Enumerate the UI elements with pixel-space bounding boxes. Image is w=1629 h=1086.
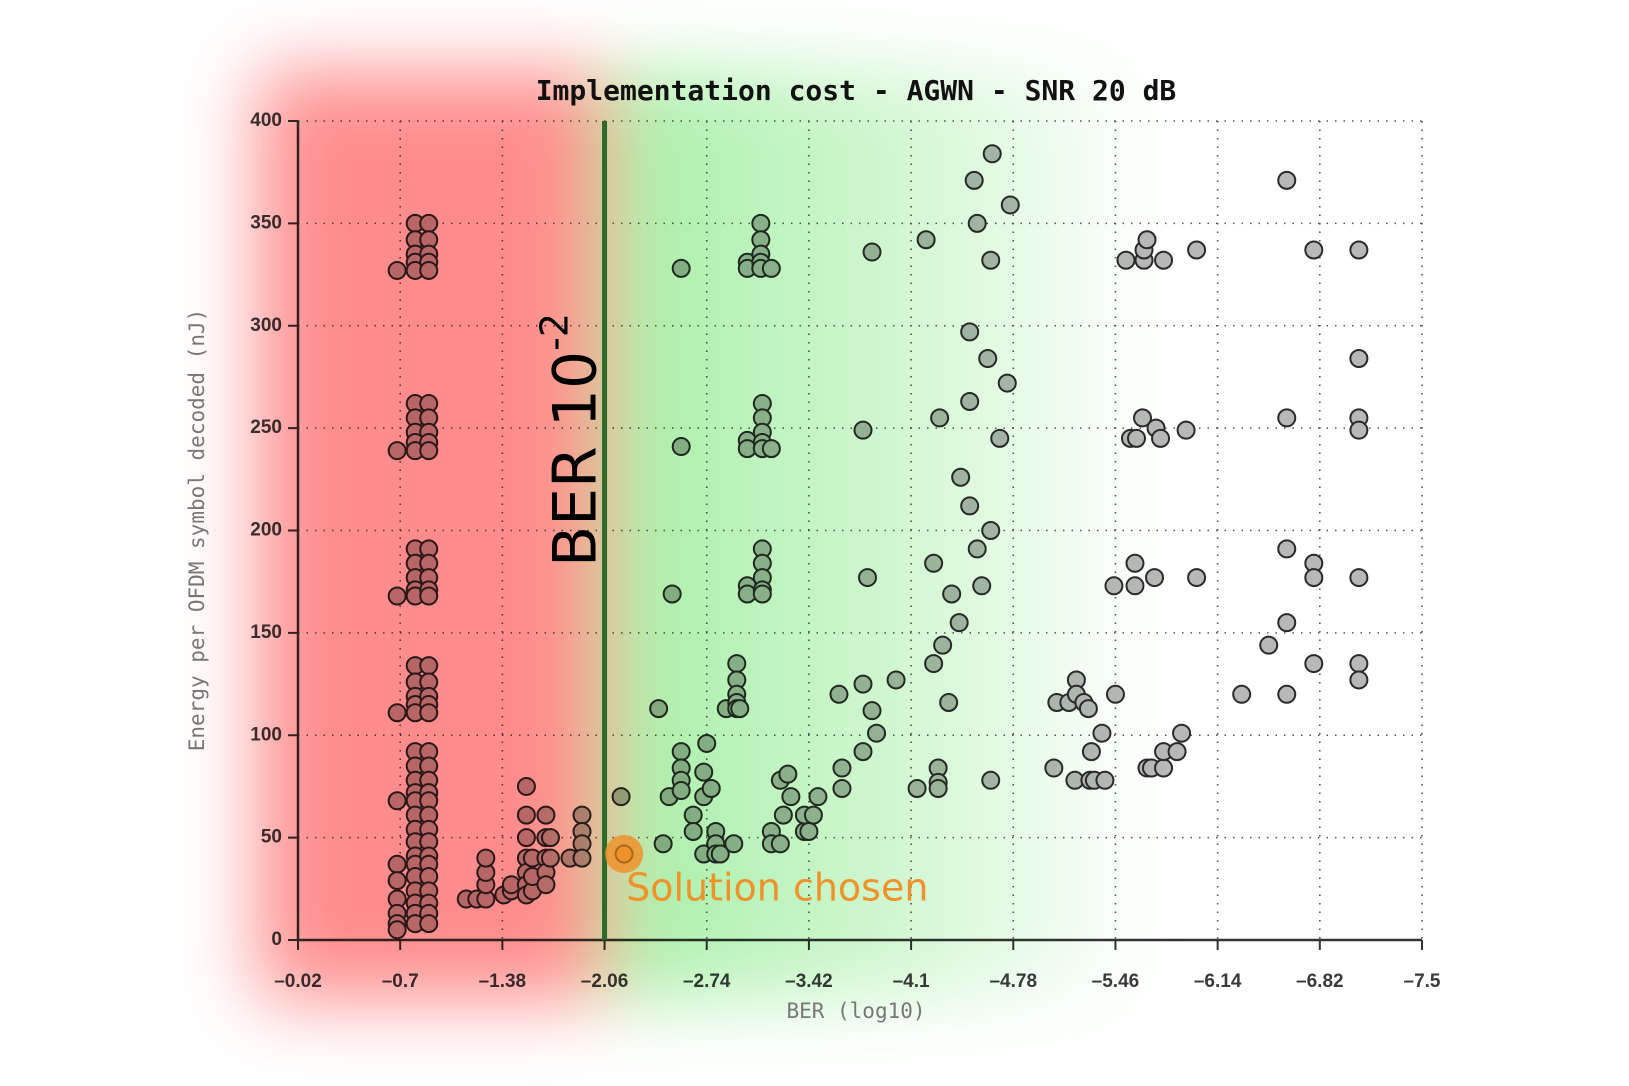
point	[1349, 670, 1369, 690]
x-tick-label: –6.14	[1194, 971, 1242, 992]
y-axis-label: Energy per OFDM symbol decoded (nJ)	[185, 309, 209, 752]
x-tick-label: –6.82	[1296, 971, 1344, 992]
point	[1277, 613, 1297, 633]
point	[1154, 758, 1174, 778]
point	[1349, 349, 1369, 369]
point	[1349, 240, 1369, 260]
point	[1304, 568, 1324, 588]
point	[1232, 684, 1252, 704]
point	[1277, 170, 1297, 190]
point	[1277, 539, 1297, 559]
region-shading	[258, 71, 1152, 1000]
x-tick-label: –7.5	[1404, 971, 1441, 992]
threshold-label-base: BER 10	[540, 351, 610, 567]
chart-title: Implementation cost - AGWN - SNR 20 dB	[536, 74, 1177, 107]
point	[1349, 568, 1369, 588]
point	[1187, 568, 1207, 588]
point	[1349, 654, 1369, 674]
red-region	[258, 71, 605, 1000]
point	[1304, 654, 1324, 674]
point	[1349, 420, 1369, 440]
point	[1304, 240, 1324, 260]
green-region	[604, 71, 1152, 1000]
point	[1151, 428, 1171, 448]
highlight-label: Solution chosen	[626, 866, 928, 910]
annotations: BER 10-2 Solution chosen	[532, 121, 928, 940]
point	[1277, 684, 1297, 704]
x-axis-label: BER (log10)	[786, 999, 925, 1023]
highlight-point	[614, 844, 634, 864]
point	[1154, 250, 1174, 270]
threshold-label-exponent: -2	[532, 313, 576, 351]
point	[1167, 742, 1187, 762]
point	[1172, 723, 1192, 743]
point	[1259, 635, 1279, 655]
point	[1176, 420, 1196, 440]
point	[1187, 240, 1207, 260]
threshold-label: BER 10-2	[532, 313, 610, 567]
point	[1277, 408, 1297, 428]
